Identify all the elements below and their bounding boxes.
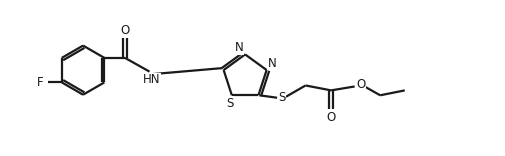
Text: F: F (37, 76, 43, 89)
Text: N: N (235, 41, 243, 54)
Text: S: S (278, 91, 286, 104)
Text: HN: HN (143, 73, 161, 86)
Text: O: O (326, 111, 336, 124)
Text: N: N (268, 57, 277, 70)
Text: O: O (120, 24, 130, 37)
Text: S: S (226, 97, 234, 110)
Text: O: O (357, 78, 366, 91)
